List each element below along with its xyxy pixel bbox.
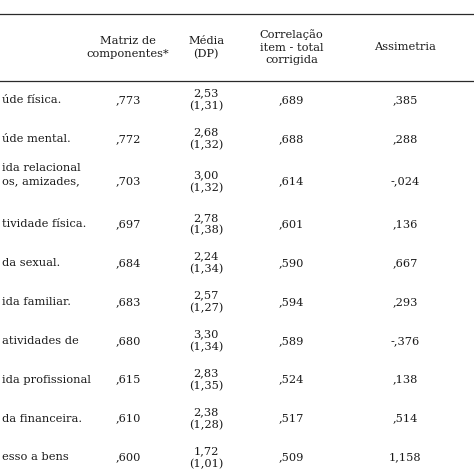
Text: ,524: ,524 — [279, 374, 304, 385]
Text: ,590: ,590 — [279, 258, 304, 268]
Text: da sexual.: da sexual. — [2, 258, 61, 268]
Text: Assimetria: Assimetria — [374, 42, 436, 53]
Text: ,288: ,288 — [392, 134, 418, 144]
Text: 2,53
(1,31): 2,53 (1,31) — [189, 89, 223, 111]
Text: ,683: ,683 — [115, 297, 141, 307]
Text: 2,24
(1,34): 2,24 (1,34) — [189, 252, 223, 274]
Text: ,615: ,615 — [115, 374, 141, 385]
Text: ,703: ,703 — [115, 176, 141, 187]
Text: 1,158: 1,158 — [389, 452, 421, 463]
Text: ,136: ,136 — [392, 219, 418, 229]
Text: ida relacional
os, amizades,: ida relacional os, amizades, — [2, 163, 81, 186]
Text: 2,83
(1,35): 2,83 (1,35) — [189, 368, 223, 391]
Text: ,773: ,773 — [115, 95, 141, 105]
Text: -,376: -,376 — [391, 336, 420, 346]
Text: 3,30
(1,34): 3,30 (1,34) — [189, 329, 223, 352]
Text: ,697: ,697 — [115, 219, 141, 229]
Text: ,610: ,610 — [115, 413, 141, 424]
Text: ,594: ,594 — [279, 297, 304, 307]
Text: ,667: ,667 — [392, 258, 418, 268]
Text: ,138: ,138 — [392, 374, 418, 385]
Text: ,517: ,517 — [279, 413, 304, 424]
Text: ,509: ,509 — [279, 452, 304, 463]
Text: ,684: ,684 — [115, 258, 141, 268]
Text: ,589: ,589 — [279, 336, 304, 346]
Text: da financeira.: da financeira. — [2, 413, 82, 424]
Text: Média
(DP): Média (DP) — [188, 36, 224, 59]
Text: ,601: ,601 — [279, 219, 304, 229]
Text: tividade física.: tividade física. — [2, 219, 87, 229]
Text: 2,38
(1,28): 2,38 (1,28) — [189, 407, 223, 430]
Text: ,614: ,614 — [279, 176, 304, 187]
Text: úde mental.: úde mental. — [2, 134, 71, 144]
Text: ,772: ,772 — [115, 134, 141, 144]
Text: Correlação
item - total
corrigida: Correlação item - total corrigida — [260, 29, 323, 65]
Text: ,514: ,514 — [392, 413, 418, 424]
Text: ,688: ,688 — [279, 134, 304, 144]
Text: atividades de: atividades de — [2, 336, 79, 346]
Text: esso a bens: esso a bens — [2, 452, 69, 463]
Text: ,680: ,680 — [115, 336, 141, 346]
Text: 1,72
(1,01): 1,72 (1,01) — [189, 446, 223, 469]
Text: -,024: -,024 — [391, 176, 420, 187]
Text: ida familiar.: ida familiar. — [2, 297, 72, 307]
Text: ,600: ,600 — [115, 452, 141, 463]
Text: ,689: ,689 — [279, 95, 304, 105]
Text: 2,57
(1,27): 2,57 (1,27) — [189, 291, 223, 313]
Text: úde física.: úde física. — [2, 95, 62, 105]
Text: ida profissional: ida profissional — [2, 374, 91, 385]
Text: 3,00
(1,32): 3,00 (1,32) — [189, 170, 223, 193]
Text: 2,78
(1,38): 2,78 (1,38) — [189, 213, 223, 236]
Text: 2,68
(1,32): 2,68 (1,32) — [189, 128, 223, 150]
Text: ,293: ,293 — [392, 297, 418, 307]
Text: Matriz de
componentes*: Matriz de componentes* — [87, 36, 169, 59]
Text: ,385: ,385 — [392, 95, 418, 105]
